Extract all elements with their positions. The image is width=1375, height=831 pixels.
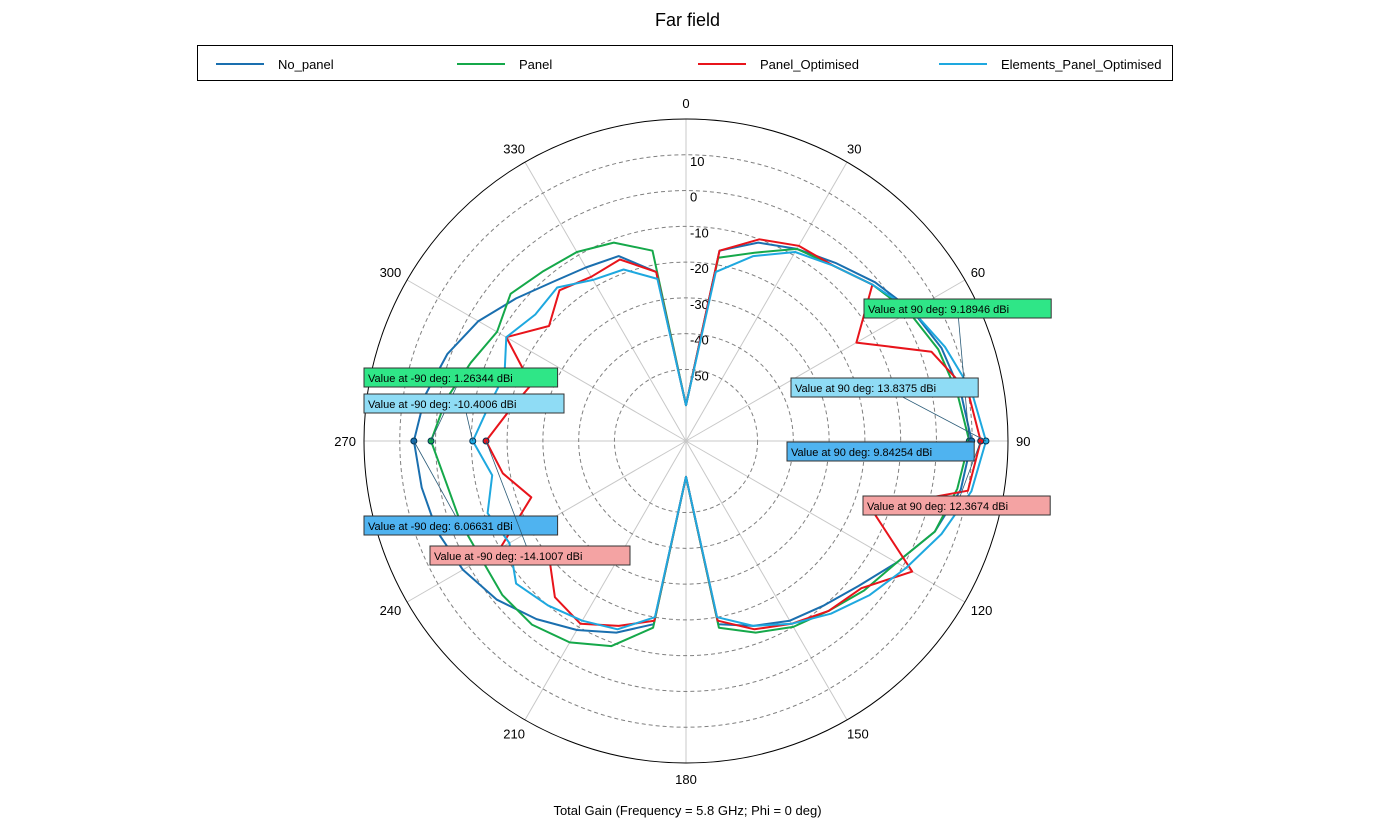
angle-tick-label: 270 [334,434,356,449]
radial-tick-label: 0 [690,190,697,205]
legend-item-panel[interactable]: Panel [457,46,552,82]
legend-swatch [457,63,505,65]
legend-swatch [698,63,746,65]
legend-item-elements-panel-optimised[interactable]: Elements_Panel_Optimised [939,46,1161,82]
annotation-box [363,515,559,536]
radial-tick-label: 10 [690,154,704,169]
annotation-box [429,545,631,566]
annotation-leader [956,440,982,506]
angle-tick-label: 180 [675,772,697,787]
legend-item-no-panel[interactable]: No_panel [216,46,334,82]
radial-grid-ring [613,368,759,514]
angle-tick-label: 240 [380,603,402,618]
legend-item-panel-optimised[interactable]: Panel_Optimised [698,46,859,82]
angle-grid-line [524,440,687,721]
radial-tick-label: -10 [690,225,709,240]
annotation-label: Value at 90 deg: 13.8375 dBi [795,383,936,395]
angle-tick-label: 150 [847,727,869,742]
angle-tick-label: 60 [971,265,985,280]
annotation-label: Value at 90 deg: 9.84254 dBi [791,447,932,459]
annotation-box [363,367,559,388]
legend-label: Panel [519,56,553,72]
radial-grid-ring [435,190,937,692]
annotation-box [790,377,979,398]
radial-grid-ring [542,297,830,585]
angle-tick-label: 120 [971,603,993,618]
angle-tick-label: 300 [380,265,402,280]
annotation-leader [957,308,970,442]
annotation-box [862,495,1051,516]
annotation-label: Value at -90 deg: -10.4006 dBi [368,399,516,411]
legend: No_panel Panel Panel_Optimised Elements_… [197,45,1173,81]
annotation-layer: Value at 90 deg: 9.18946 dBi Value at 90 … [363,298,1052,566]
legend-swatch [216,63,264,65]
series-line-panel-optimised [485,238,982,631]
annotation-label: Value at -90 deg: 1.26344 dBi [368,373,513,385]
radial-grid-ring [578,333,794,549]
angle-tick-label: 210 [503,727,525,742]
annotation-box [363,393,565,414]
annotation-box [786,441,975,462]
annotation-label: Value at 90 deg: 12.3674 dBi [867,501,1008,513]
radial-tick-label: -20 [690,261,709,276]
radial-tick-label: -50 [690,368,709,383]
angle-tick-label: 30 [847,141,861,156]
annotation-box [863,298,1052,319]
chart-title: Far field [654,10,721,30]
angle-tick-label: 0 [682,96,689,111]
chart-subtitle: Total Gain (Frequency = 5.8 GHz; Phi = 0… [553,803,822,818]
legend-label: Elements_Panel_Optimised [1001,56,1162,72]
annotation-label: Value at -90 deg: 6.06631 dBi [368,521,513,533]
angle-grid-line [685,440,848,721]
legend-swatch [939,63,987,65]
radial-tick-label: -30 [690,297,709,312]
angle-grid-line [685,161,848,442]
legend-label: No_panel [278,56,334,72]
annotation-label: Value at -90 deg: -14.1007 dBi [434,551,582,563]
angle-tick-label: 330 [503,141,525,156]
angle-tick-label: 90 [1016,434,1030,449]
annotation-label: Value at 90 deg: 9.18946 dBi [868,304,1009,316]
outer-circle [363,118,1009,764]
angle-grid-line [406,279,687,442]
annotation-leader [413,440,462,526]
annotation-leader [485,440,531,556]
angle-grid-line [685,440,966,603]
legend-label: Panel_Optimised [760,56,859,72]
angle-grid-line [524,161,687,442]
radial-grid-ring [506,261,866,621]
